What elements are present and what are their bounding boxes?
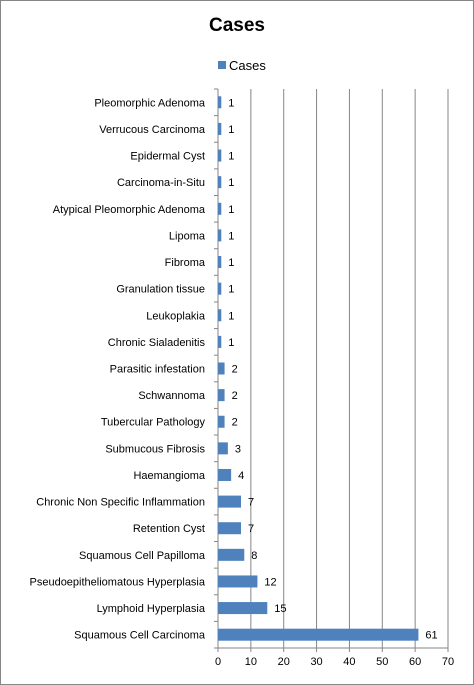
bar — [218, 122, 222, 135]
legend-swatch — [218, 61, 226, 69]
data-label: 1 — [228, 97, 234, 109]
x-tick-label: 60 — [409, 656, 421, 668]
data-label: 1 — [228, 337, 234, 349]
bar — [218, 628, 419, 641]
data-label: 8 — [251, 550, 257, 562]
data-label: 1 — [228, 310, 234, 322]
category-label: Squamous Cell Carcinoma — [74, 630, 206, 642]
bar — [218, 548, 245, 561]
data-label: 1 — [228, 204, 234, 216]
data-label: 61 — [425, 630, 437, 642]
data-label: 3 — [235, 443, 241, 455]
bar — [218, 468, 232, 481]
data-label: 1 — [228, 151, 234, 163]
data-label: 1 — [228, 257, 234, 269]
bar — [218, 229, 222, 242]
category-label: Lipoma — [169, 230, 206, 242]
bar — [218, 442, 228, 455]
category-label: Lymphoid Hyperplasia — [97, 603, 206, 615]
bar — [218, 495, 241, 508]
category-label: Fibroma — [165, 257, 206, 269]
data-label: 15 — [274, 603, 286, 615]
bar — [218, 362, 225, 375]
data-label: 2 — [232, 417, 238, 429]
bar — [218, 202, 222, 215]
data-label: 1 — [228, 177, 234, 189]
data-label: 1 — [228, 230, 234, 242]
legend-label: Cases — [229, 57, 266, 73]
category-label: Parasitic infestation — [110, 364, 205, 376]
category-label: Atypical Pleomorphic Adenoma — [53, 204, 206, 216]
legend: Cases — [218, 57, 266, 73]
data-label: 2 — [232, 390, 238, 402]
x-tick-label: 0 — [215, 656, 221, 668]
category-label: Pleomorphic Adenoma — [94, 97, 206, 109]
data-label: 4 — [238, 470, 244, 482]
category-label: Schwannoma — [138, 390, 206, 402]
x-tick-label: 40 — [343, 656, 355, 668]
data-label: 7 — [248, 497, 254, 509]
category-label: Epidermal Cyst — [130, 151, 205, 163]
category-label: Carcinoma-in-Situ — [117, 177, 205, 189]
x-tick-label: 70 — [442, 656, 454, 668]
chart-title: Cases — [209, 15, 265, 36]
bar — [218, 602, 268, 615]
category-label: Retention Cyst — [133, 523, 205, 535]
bar — [218, 522, 241, 535]
data-label: 1 — [228, 284, 234, 296]
bar — [218, 176, 222, 189]
bar — [218, 335, 222, 348]
category-label: Haemangioma — [133, 470, 205, 482]
bar — [218, 96, 222, 109]
category-label: Tubercular Pathology — [101, 417, 206, 429]
x-tick-label: 10 — [245, 656, 257, 668]
category-label: Submucous Fibrosis — [105, 443, 205, 455]
bar — [218, 575, 258, 588]
x-tick-label: 30 — [310, 656, 322, 668]
category-label: Chronic Non Specific Inflammation — [36, 497, 205, 509]
bar — [218, 309, 222, 322]
x-tick-label: 20 — [278, 656, 290, 668]
x-tick-label: 50 — [376, 656, 388, 668]
data-label: 7 — [248, 523, 254, 535]
category-label: Granulation tissue — [116, 284, 205, 296]
bar — [218, 282, 222, 295]
data-label: 2 — [232, 364, 238, 376]
category-label: Squamous Cell Papilloma — [79, 550, 206, 562]
category-label: Leukoplakia — [146, 310, 206, 322]
category-label: Verrucous Carcinoma — [99, 124, 206, 136]
data-label: 1 — [228, 124, 234, 136]
bar — [218, 149, 222, 162]
bar — [218, 389, 225, 402]
data-label: 12 — [264, 576, 276, 588]
bar — [218, 415, 225, 428]
category-label: Pseudoepitheliomatous Hyperplasia — [30, 576, 206, 588]
bar — [218, 256, 222, 269]
category-label: Chronic Sialadenitis — [108, 337, 206, 349]
